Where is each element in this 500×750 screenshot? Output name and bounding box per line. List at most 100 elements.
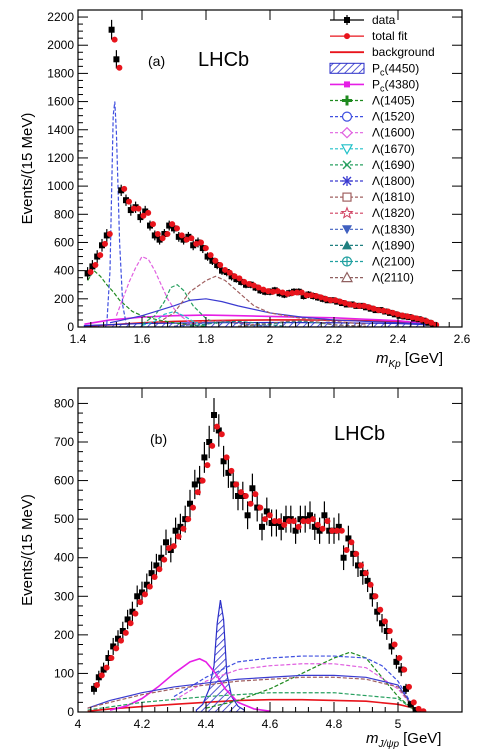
x-tick-label: 5 xyxy=(395,717,402,731)
series-curve-9 xyxy=(87,676,415,709)
fit-point xyxy=(351,302,358,309)
experiment-label: LHCb xyxy=(334,423,385,445)
fit-point xyxy=(94,682,100,688)
data-point xyxy=(163,539,169,546)
x-tick-label: 4 xyxy=(75,717,82,731)
fit-point xyxy=(154,231,161,238)
fit-point xyxy=(190,504,196,511)
fit-point xyxy=(204,462,211,469)
legend-entry: Λ(2100) xyxy=(330,255,415,269)
fit-point xyxy=(241,278,248,285)
data-point xyxy=(118,187,125,194)
y-tick-label: 500 xyxy=(54,512,74,526)
fit-point xyxy=(420,708,427,712)
data-point xyxy=(89,263,96,270)
fit-point xyxy=(116,64,123,71)
fit-point xyxy=(260,286,267,293)
legend-label-main: Λ(1810) xyxy=(372,190,415,204)
series-curve-5 xyxy=(87,269,207,327)
fit-point xyxy=(353,550,360,557)
fit-point xyxy=(324,518,331,525)
fit-point xyxy=(231,273,238,280)
legend-label: Λ(2100) xyxy=(372,255,415,269)
x-tick-label: 1.4 xyxy=(70,332,87,346)
legend-label-main: total fit xyxy=(372,29,408,43)
fit-point xyxy=(399,312,406,319)
series-pc4450-hatched-area xyxy=(195,600,245,712)
fit-point xyxy=(130,205,137,212)
fit-point xyxy=(356,302,363,309)
legend-label: Pc(4450) xyxy=(372,61,419,77)
data-point xyxy=(177,523,184,530)
legend-entry: Λ(1820) xyxy=(330,206,415,220)
data-point xyxy=(139,589,145,596)
x-axis-title-unit: [GeV] xyxy=(403,730,441,747)
fit-point xyxy=(310,516,316,523)
fit-point xyxy=(108,655,115,661)
fit-point xyxy=(391,641,398,648)
fit-point xyxy=(366,304,372,311)
data-point xyxy=(156,236,163,243)
fit-point xyxy=(185,516,192,523)
fit-point xyxy=(252,491,259,498)
legend-label: Pc(4380) xyxy=(372,77,419,93)
fit-point xyxy=(289,290,296,297)
fit-point xyxy=(342,300,348,307)
data-point xyxy=(388,643,395,650)
legend-label-main: background xyxy=(372,45,435,59)
fit-point xyxy=(270,288,276,295)
fit-point xyxy=(314,521,321,528)
legend-label: data xyxy=(372,13,396,27)
data-point xyxy=(307,512,313,519)
data-point xyxy=(110,643,117,650)
fit-point xyxy=(337,298,344,305)
data-point xyxy=(364,577,371,584)
y-tick-label: 1400 xyxy=(47,123,74,137)
y-tick-label: 2000 xyxy=(47,38,74,52)
data-point xyxy=(268,520,275,526)
legend-label: total fit xyxy=(372,29,408,43)
x-tick-label: 4.4 xyxy=(198,717,215,731)
fit-point xyxy=(228,467,235,474)
data-point xyxy=(148,570,155,577)
legend-entry: Λ(1890) xyxy=(330,238,415,252)
x-tick-label: 4.2 xyxy=(134,717,151,731)
data-point xyxy=(283,516,289,523)
x-tick-label: 2.6 xyxy=(454,332,471,346)
legend-entry: Pc(4380) xyxy=(330,77,419,93)
legend-label-sub: c xyxy=(380,67,385,77)
data-point xyxy=(158,554,165,561)
fit-point xyxy=(348,539,355,546)
legend-label: Λ(1600) xyxy=(372,126,415,140)
x-axis-title-main: m xyxy=(376,350,389,367)
fit-point xyxy=(370,305,377,312)
fit-point xyxy=(209,442,216,449)
fit-point xyxy=(150,221,156,228)
legend-entry: Λ(1600) xyxy=(330,126,415,140)
fit-point xyxy=(140,212,147,219)
fit-point xyxy=(298,289,305,296)
legend-marker-open-diamond xyxy=(341,126,353,139)
y-tick-label: 400 xyxy=(54,551,74,565)
legend-label: Λ(1810) xyxy=(372,190,415,204)
fit-point xyxy=(346,301,353,308)
y-tick-label: 0 xyxy=(67,705,74,719)
fit-point xyxy=(308,292,315,299)
fit-point xyxy=(166,545,172,552)
fit-point xyxy=(223,454,230,461)
legend-entry: data xyxy=(330,13,396,27)
fit-point xyxy=(332,297,339,304)
fit-point xyxy=(137,599,144,606)
legend-label-main: P xyxy=(372,77,380,91)
fit-point xyxy=(92,262,99,269)
fit-point xyxy=(180,525,187,532)
legend-label: Λ(2110) xyxy=(372,271,414,285)
data-point xyxy=(84,270,91,277)
data-point xyxy=(220,458,227,465)
data-point xyxy=(137,214,144,221)
data-point xyxy=(172,527,179,534)
y-tick-label: 1800 xyxy=(47,66,74,80)
fit-point xyxy=(212,257,219,264)
x-tick-label: 2 xyxy=(267,332,274,346)
